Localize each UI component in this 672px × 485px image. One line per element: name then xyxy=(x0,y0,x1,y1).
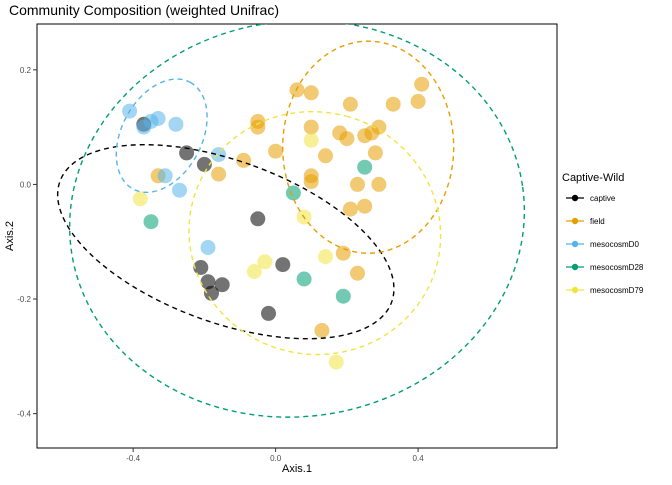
data-point-mesocosmD79-3 xyxy=(257,254,273,270)
data-point-field-7 xyxy=(250,119,266,135)
data-point-mesocosmD0-4 xyxy=(168,116,184,132)
data-point-mesocosmD0-7 xyxy=(211,147,227,163)
data-point-mesocosmD28-3 xyxy=(296,271,312,287)
y-tick-label-3: 0.2 xyxy=(20,66,32,75)
data-point-mesocosmD79-1 xyxy=(303,132,319,148)
y-axis-label: Axis.2 xyxy=(4,221,16,251)
y-tick-label-0: -0.4 xyxy=(17,410,31,419)
legend-key-dot-captive xyxy=(571,194,579,202)
data-point-captive-7 xyxy=(250,211,266,227)
data-point-mesocosmD0-6 xyxy=(172,182,187,198)
legend-label-captive: captive xyxy=(590,194,616,203)
data-point-mesocosmD28-1 xyxy=(357,159,373,175)
confidence-ellipse-captive xyxy=(56,143,395,340)
data-point-mesocosmD0-5 xyxy=(157,168,173,184)
data-point-mesocosmD79-6 xyxy=(328,354,344,370)
data-point-field-25 xyxy=(357,198,373,214)
x-tick-label-2: 0.4 xyxy=(413,454,425,463)
axes: -0.4 0.0 0.4 -0.4 -0.2 0.0 0.2 xyxy=(17,66,424,463)
data-point-mesocosmD79-4 xyxy=(246,264,262,279)
data-point-field-14 xyxy=(268,143,284,159)
legend-key-dot-mesocosmD28 xyxy=(571,263,579,271)
data-point-mesocosmD0-3 xyxy=(150,111,166,126)
data-layer xyxy=(56,24,526,418)
x-axis-label: Axis.1 xyxy=(282,463,312,475)
y-tick-label-1: -0.2 xyxy=(17,295,31,304)
data-point-field-27 xyxy=(350,265,365,281)
legend-key-dot-mesocosmD0 xyxy=(571,240,579,248)
data-point-field-15 xyxy=(318,148,333,164)
data-point-field-28 xyxy=(314,323,330,338)
confidence-ellipse-field xyxy=(282,40,455,254)
legend-label-mesocosmD79: mesocosmD79 xyxy=(590,286,644,295)
x-tick-label-0: -0.4 xyxy=(126,454,140,463)
data-point-field-21 xyxy=(303,174,319,190)
data-point-mesocosmD28-0 xyxy=(143,214,159,230)
data-point-field-26 xyxy=(335,245,351,261)
data-point-field-3 xyxy=(385,96,401,112)
legend-key-dot-mesocosmD79 xyxy=(571,286,579,294)
x-tick-label-1: 0.0 xyxy=(270,454,282,463)
data-point-mesocosmD79-0 xyxy=(132,191,148,207)
ellipses-layer xyxy=(56,24,526,418)
data-point-mesocosmD28-2 xyxy=(285,185,301,201)
data-point-field-16 xyxy=(367,145,383,161)
data-point-field-2 xyxy=(342,96,358,112)
plot-area: -0.4 0.0 0.4 -0.4 -0.2 0.0 0.2 xyxy=(17,23,558,463)
data-point-field-23 xyxy=(371,176,387,192)
data-point-field-13 xyxy=(371,119,387,135)
data-point-field-24 xyxy=(342,201,358,217)
confidence-ellipse-mesocosmD79 xyxy=(188,110,442,356)
y-tick-label-2: 0.0 xyxy=(20,180,32,189)
confidence-ellipse-mesocosmD28 xyxy=(68,24,526,418)
data-point-captive-2 xyxy=(196,156,212,172)
data-point-captive-5 xyxy=(214,277,230,293)
legend-title: Captive-Wild xyxy=(562,172,624,184)
legend-key-dot-field xyxy=(571,217,579,225)
points-layer xyxy=(122,76,430,370)
data-point-captive-4 xyxy=(200,274,216,290)
confidence-ellipse-mesocosmD0 xyxy=(115,78,208,194)
data-point-field-10 xyxy=(339,131,355,147)
data-point-field-18 xyxy=(211,166,227,182)
data-point-mesocosmD28-4 xyxy=(335,288,351,304)
legend-label-field: field xyxy=(590,217,605,226)
data-point-captive-9 xyxy=(275,257,291,273)
legend-label-mesocosmD0: mesocosmD0 xyxy=(590,240,639,249)
data-point-captive-8 xyxy=(261,305,276,321)
data-point-captive-6 xyxy=(204,285,219,301)
data-point-field-4 xyxy=(410,93,426,109)
data-point-mesocosmD79-5 xyxy=(318,249,333,265)
data-point-field-22 xyxy=(350,176,365,192)
data-point-field-1 xyxy=(303,85,319,101)
data-point-captive-1 xyxy=(179,145,195,161)
chart-title: Community Composition (weighted Unifrac) xyxy=(9,2,279,18)
legend-label-mesocosmD28: mesocosmD28 xyxy=(590,263,644,272)
data-point-field-8 xyxy=(303,119,319,135)
data-point-field-5 xyxy=(414,76,430,92)
legend: Captive-Wild captive field mesocosmD0 mesoc… xyxy=(562,172,644,295)
data-point-mesocosmD0-8 xyxy=(200,240,216,255)
data-point-captive-3 xyxy=(193,260,209,275)
